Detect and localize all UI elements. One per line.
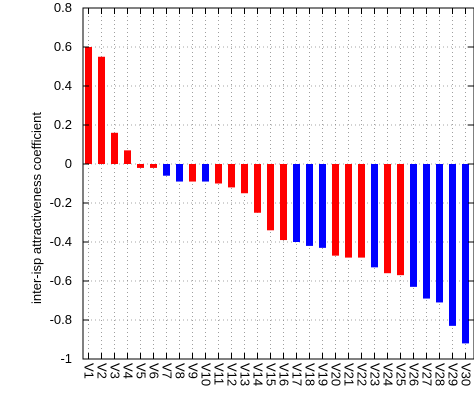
x-tick-label: V4 <box>121 363 136 379</box>
y-tick-label: -0.4 <box>50 234 72 249</box>
y-tick-label: 0.8 <box>54 0 72 15</box>
x-tick-label: V16 <box>277 363 292 386</box>
bar-v28 <box>436 164 443 303</box>
x-tick-label: V6 <box>147 363 162 379</box>
bars <box>85 47 469 344</box>
bar-v19 <box>319 164 326 248</box>
y-tick-label: 0.6 <box>54 39 72 54</box>
bar-v10 <box>202 164 209 182</box>
bar-v17 <box>293 164 300 242</box>
x-tick-label: V20 <box>329 363 344 386</box>
bar-v25 <box>397 164 404 276</box>
bar-v2 <box>98 56 105 164</box>
tick-labels: 0.80.60.40.20-0.2-0.4-0.6-0.8-1V1V2V3V4V… <box>50 0 474 386</box>
bar-v21 <box>345 164 352 258</box>
x-tick-label: V29 <box>446 363 461 386</box>
x-tick-label: V27 <box>420 363 435 386</box>
bar-v7 <box>163 164 170 176</box>
bar-v22 <box>358 164 365 258</box>
x-tick-label: V21 <box>342 363 357 386</box>
x-tick-label: V22 <box>355 363 370 386</box>
bar-v4 <box>124 150 131 164</box>
bar-v23 <box>371 164 378 268</box>
plot-frame <box>82 7 474 360</box>
bar-v18 <box>306 164 313 246</box>
x-tick-label: V18 <box>303 363 318 386</box>
x-tick-label: V13 <box>238 363 253 386</box>
x-tick-label: V12 <box>225 363 240 386</box>
bar-v20 <box>332 164 339 256</box>
y-tick-label: -0.6 <box>50 273 72 288</box>
bar-v15 <box>267 164 274 231</box>
x-tick-label: V24 <box>381 363 396 386</box>
y-tick-label: -1 <box>60 351 72 366</box>
x-tick-label: V19 <box>316 363 331 386</box>
x-tick-label: V5 <box>134 363 149 379</box>
bar-v24 <box>384 164 391 274</box>
x-tick-label: V2 <box>95 363 110 379</box>
x-tick-label: V15 <box>264 363 279 386</box>
bar-v30 <box>462 164 469 344</box>
bar-v29 <box>449 164 456 326</box>
bar-v11 <box>215 164 222 184</box>
x-tick-label: V8 <box>173 363 188 379</box>
bar-v6 <box>150 164 157 168</box>
bar-v27 <box>423 164 430 299</box>
bar-v16 <box>280 164 287 241</box>
bar-v26 <box>410 164 417 287</box>
y-tick-label: -0.2 <box>50 195 72 210</box>
bar-v13 <box>241 164 248 194</box>
x-tick-label: V26 <box>407 363 422 386</box>
x-tick-label: V23 <box>368 363 383 386</box>
bar-v1 <box>85 47 92 164</box>
bar-v14 <box>254 164 261 213</box>
x-tick-label: V7 <box>160 363 175 379</box>
bar-v5 <box>137 164 144 168</box>
x-tick-label: V11 <box>212 363 227 385</box>
bar-v9 <box>189 164 196 182</box>
x-tick-label: V25 <box>394 363 409 386</box>
bar-v3 <box>111 132 118 164</box>
y-tick-label: -0.8 <box>50 312 72 327</box>
bar-v8 <box>176 164 183 182</box>
x-tick-label: V3 <box>108 363 123 379</box>
x-tick-label: V14 <box>251 363 266 386</box>
x-tick-label: V10 <box>199 363 214 386</box>
y-tick-label: 0.2 <box>54 117 72 132</box>
x-tick-label: V28 <box>433 363 448 386</box>
x-tick-label: V30 <box>459 363 474 386</box>
x-tick-label: V9 <box>186 363 201 379</box>
x-tick-label: V1 <box>82 363 97 379</box>
x-tick-label: V17 <box>290 363 305 386</box>
bar-v12 <box>228 164 235 188</box>
y-tick-label: 0.4 <box>54 78 72 93</box>
y-axis-label: inter-isp attractiveness coefficient <box>29 112 44 304</box>
y-tick-label: 0 <box>65 156 72 171</box>
axes <box>82 7 474 360</box>
